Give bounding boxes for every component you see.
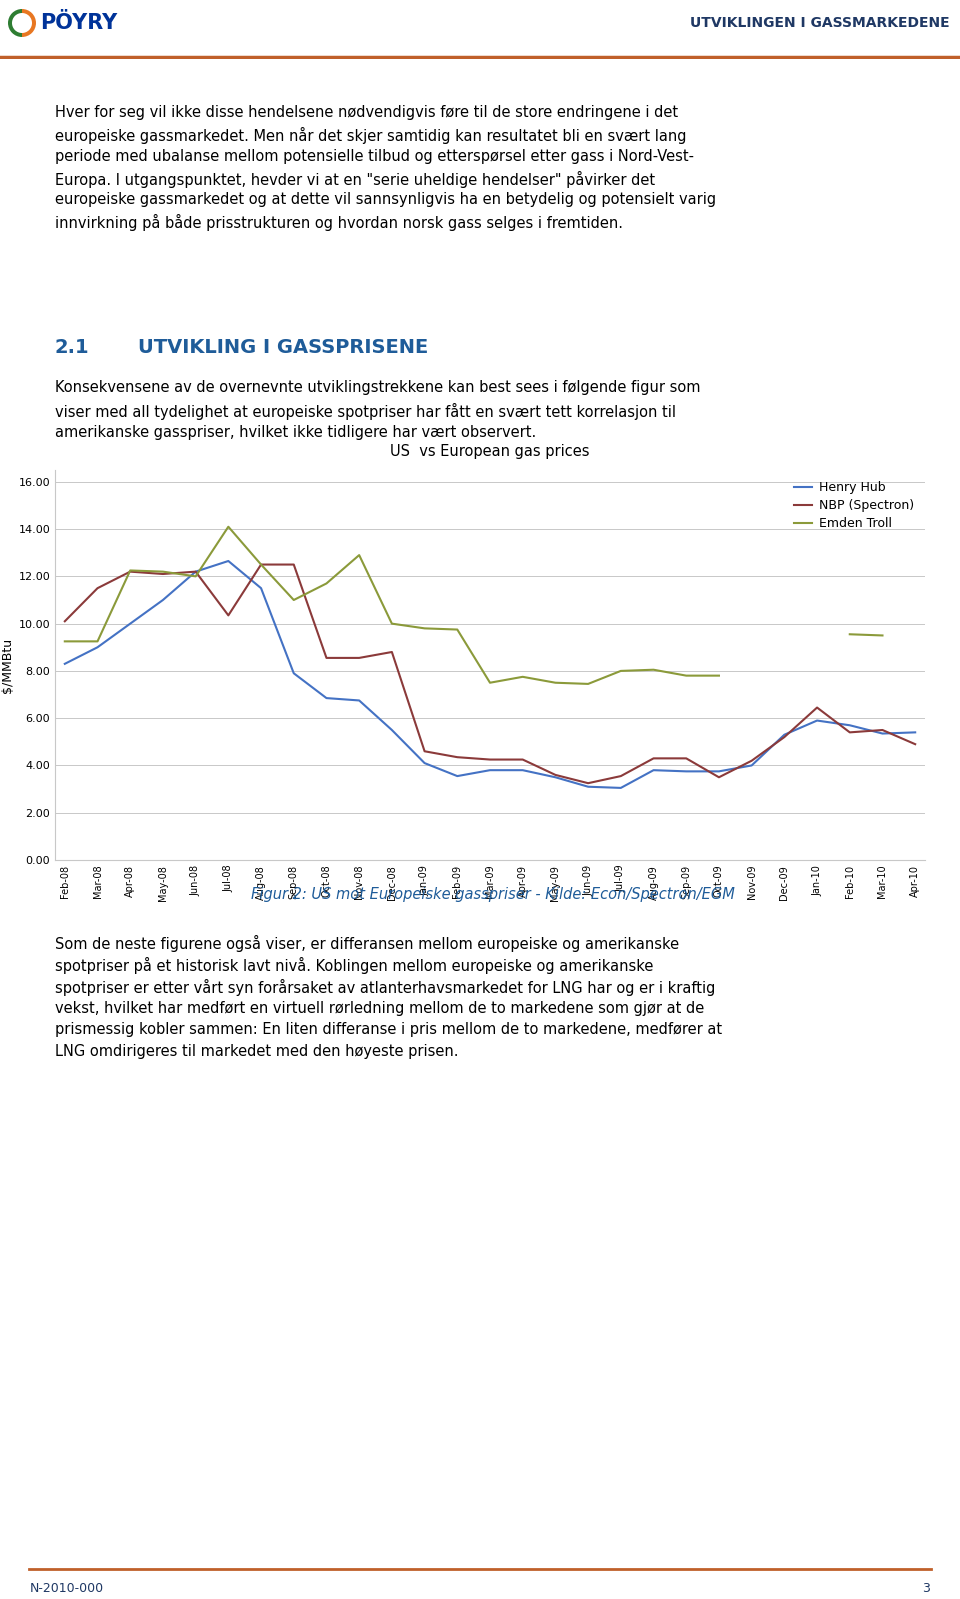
Text: europeiske gassmarkedet og at dette vil sannsynligvis ha en betydelig og potensi: europeiske gassmarkedet og at dette vil … <box>55 192 716 208</box>
Text: vekst, hvilket har medført en virtuell rørledning mellom de to markedene som gjø: vekst, hvilket har medført en virtuell r… <box>55 1001 705 1015</box>
Text: periode med ubalanse mellom potensielle tilbud og etterspørsel etter gass i Nord: periode med ubalanse mellom potensielle … <box>55 149 694 163</box>
Text: Figur 2: US mot Europeiske gasspriser - Kilde: Econ/Spectron/EGM: Figur 2: US mot Europeiske gasspriser - … <box>251 887 734 902</box>
Text: viser med all tydelighet at europeiske spotpriser har fått en svært tett korrela: viser med all tydelighet at europeiske s… <box>55 403 676 419</box>
Text: 3: 3 <box>923 1583 930 1596</box>
Text: Hver for seg vil ikke disse hendelsene nødvendigvis føre til de store endringene: Hver for seg vil ikke disse hendelsene n… <box>55 106 678 120</box>
Text: Som de neste figurene også viser, er differansen mellom europeiske og amerikansk: Som de neste figurene også viser, er dif… <box>55 935 679 951</box>
Text: innvirkning på både prisstrukturen og hvordan norsk gass selges i fremtiden.: innvirkning på både prisstrukturen og hv… <box>55 214 623 232</box>
Legend: Henry Hub, NBP (Spectron), Emden Troll: Henry Hub, NBP (Spectron), Emden Troll <box>788 477 919 536</box>
Text: spotpriser på et historisk lavt nivå. Koblingen mellom europeiske og amerikanske: spotpriser på et historisk lavt nivå. Ko… <box>55 956 654 974</box>
Text: LNG omdirigeres til markedet med den høyeste prisen.: LNG omdirigeres til markedet med den høy… <box>55 1044 459 1059</box>
Title: US  vs European gas prices: US vs European gas prices <box>391 445 589 459</box>
Text: amerikanske gasspriser, hvilket ikke tidligere har vært observert.: amerikanske gasspriser, hvilket ikke tid… <box>55 425 537 440</box>
Y-axis label: $/MMBtu: $/MMBtu <box>1 638 14 692</box>
Text: N-2010-000: N-2010-000 <box>30 1583 104 1596</box>
Wedge shape <box>8 10 22 37</box>
Text: PÖYRY: PÖYRY <box>40 13 117 34</box>
Text: prismessig kobler sammen: En liten differanse i pris mellom de to markedene, med: prismessig kobler sammen: En liten diffe… <box>55 1022 722 1038</box>
Text: 2.1: 2.1 <box>55 337 89 357</box>
Text: UTVIKLINGEN I GASSMARKEDENE: UTVIKLINGEN I GASSMARKEDENE <box>690 16 950 30</box>
Text: spotpriser er etter vårt syn forårsaket av atlanterhavsmarkedet for LNG har og e: spotpriser er etter vårt syn forårsaket … <box>55 979 715 996</box>
Text: Konsekvensene av de overnevnte utviklingstrekkene kan best sees i følgende figur: Konsekvensene av de overnevnte utvikling… <box>55 381 701 395</box>
Text: europeiske gassmarkedet. Men når det skjer samtidig kan resultatet bli en svært : europeiske gassmarkedet. Men når det skj… <box>55 126 686 144</box>
Text: Europa. I utgangspunktet, hevder vi at en "serie uheldige hendelser" påvirker de: Europa. I utgangspunktet, hevder vi at e… <box>55 171 655 187</box>
Text: UTVIKLING I GASSPRISENE: UTVIKLING I GASSPRISENE <box>138 337 428 357</box>
Wedge shape <box>22 10 36 37</box>
